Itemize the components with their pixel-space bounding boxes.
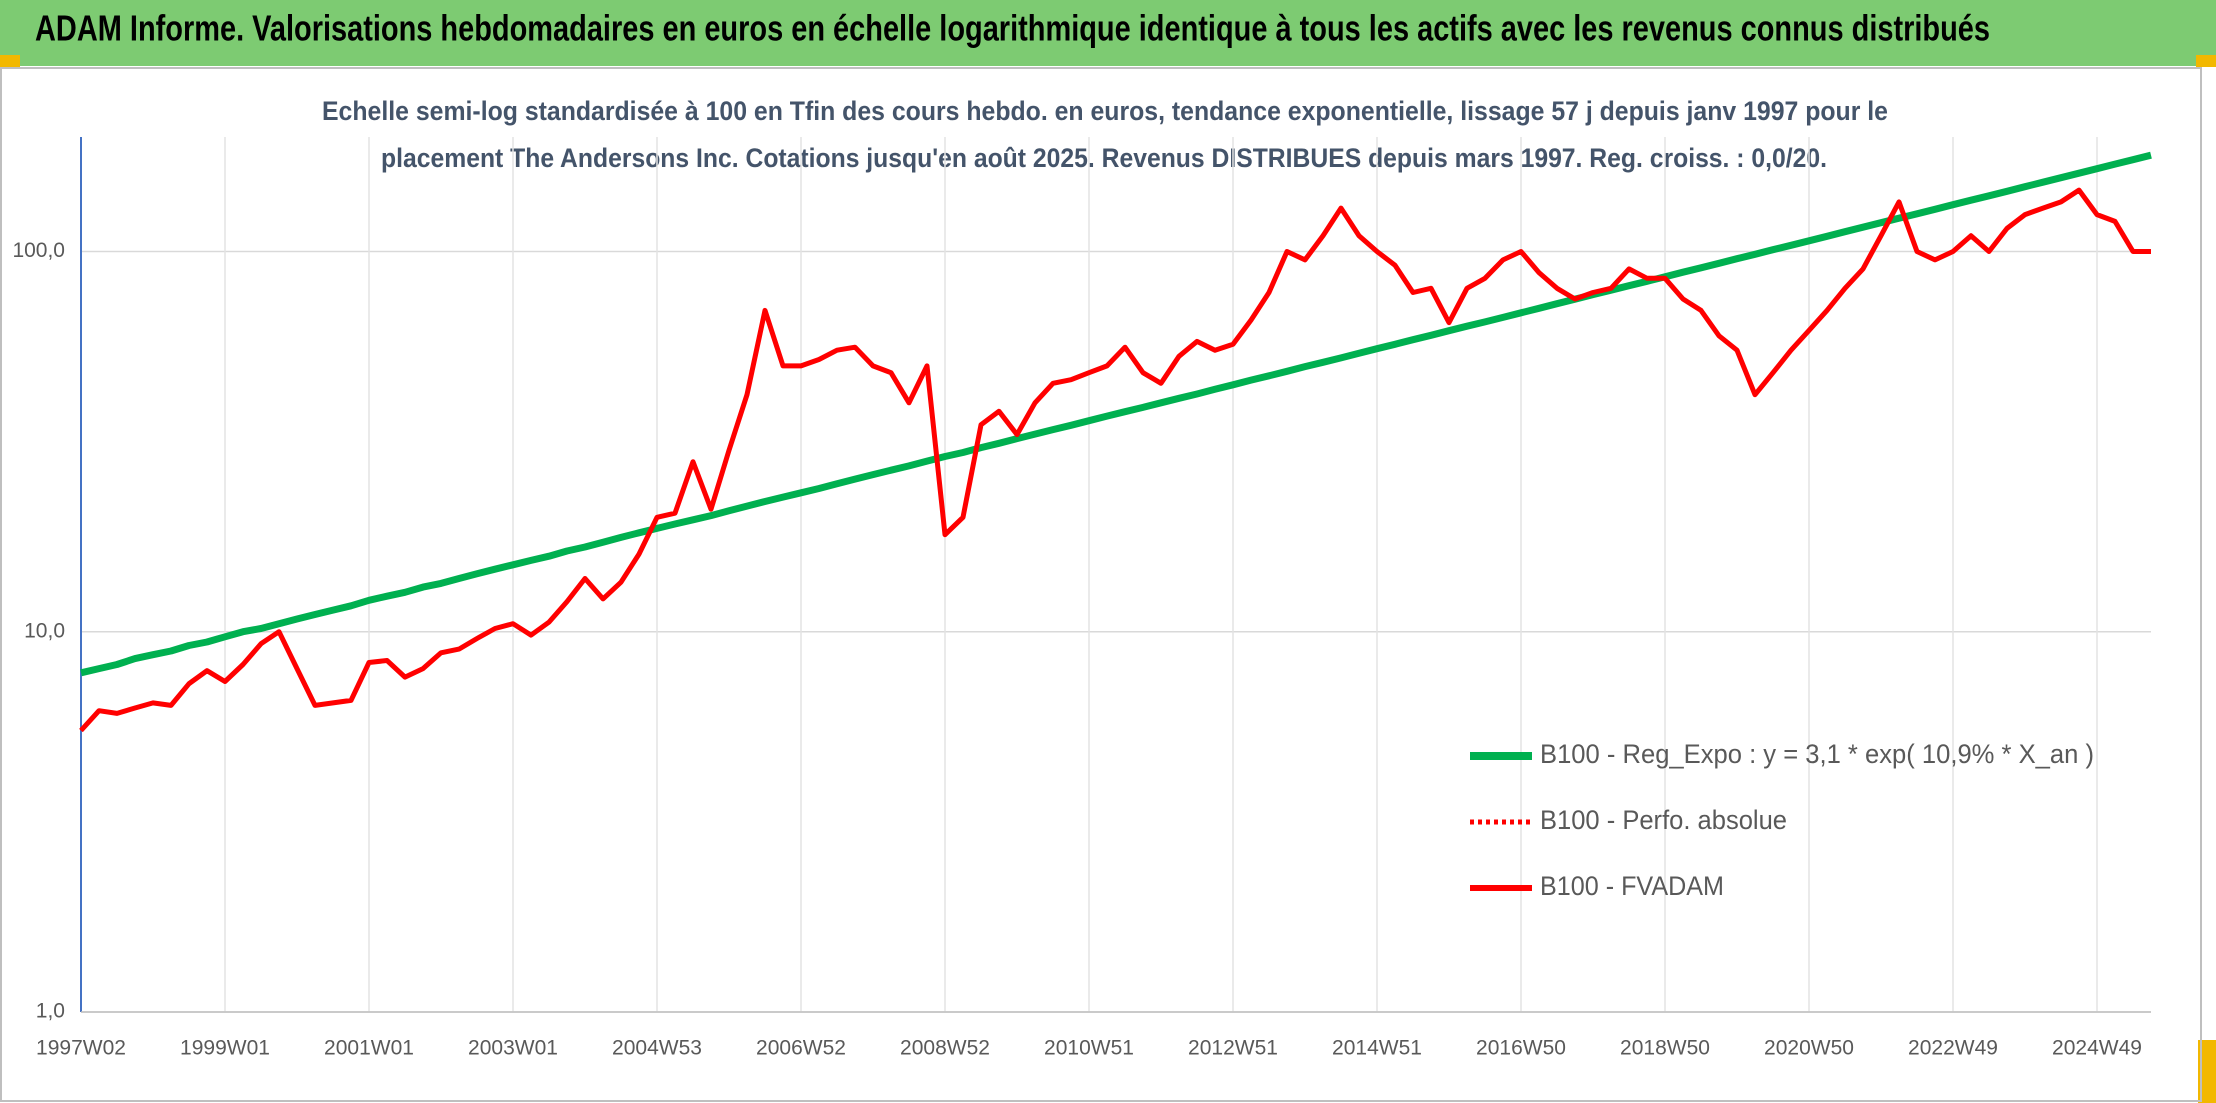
x-tick-label: 2003W01 bbox=[468, 1037, 558, 1060]
x-tick-label: 2018W50 bbox=[1620, 1037, 1710, 1060]
y-tick-label: 10,0 bbox=[24, 619, 65, 642]
frame bbox=[0, 67, 2202, 1102]
x-tick-label: 2014W51 bbox=[1332, 1037, 1422, 1060]
x-tick-label: 2008W52 bbox=[900, 1037, 990, 1060]
plot bbox=[79, 151, 2152, 733]
x-tick-label: 2024W49 bbox=[2052, 1037, 2142, 1060]
corner bbox=[2198, 1040, 2216, 1103]
x-tick-label: 2022W49 bbox=[1908, 1037, 1998, 1060]
x-tick-label: 1997W02 bbox=[36, 1037, 126, 1060]
grid: 1,0 10,0 100,0 1997W02 1999W01 2001W01 2003W01… bbox=[12, 137, 2151, 1060]
chart-subtitle: Echelle semi-log standardisée à 100 en T… bbox=[322, 96, 1888, 126]
legend-label: B100 - FVADAM bbox=[1540, 871, 1724, 901]
x-tick-label: 2012W51 bbox=[1188, 1037, 1278, 1060]
x-tick-label: 2006W52 bbox=[756, 1037, 846, 1060]
x-tick-label: 2020W50 bbox=[1764, 1037, 1854, 1060]
corner bbox=[0, 55, 20, 67]
x-tick-label: 2004W53 bbox=[612, 1037, 702, 1060]
y-tick-label: 1,0 bbox=[36, 1000, 65, 1023]
legend-label: B100 - Perfo. absolue bbox=[1540, 805, 1787, 835]
corner bbox=[2196, 55, 2216, 67]
chart-title: ADAM Informe. Valorisations hebdomadaire… bbox=[35, 8, 1990, 49]
series-line bbox=[79, 187, 2151, 733]
legend-label: B100 - Reg_Expo : y = 3,1 * exp( 10,9% *… bbox=[1540, 739, 2094, 769]
x-tick-label: 2010W51 bbox=[1044, 1037, 1134, 1060]
x-tick-label: 2001W01 bbox=[324, 1037, 414, 1060]
x-tick-label: 1999W01 bbox=[180, 1037, 270, 1060]
header-bar bbox=[0, 0, 2216, 66]
series-line bbox=[80, 151, 2152, 677]
chart-subtitle: placement The Andersons Inc. Cotations j… bbox=[381, 143, 1827, 173]
legend: B100 - Reg_Expo : y = 3,1 * exp( 10,9% *… bbox=[1470, 739, 2094, 901]
y-tick-label: 100,0 bbox=[12, 239, 65, 262]
x-tick-label: 2016W50 bbox=[1476, 1037, 1566, 1060]
